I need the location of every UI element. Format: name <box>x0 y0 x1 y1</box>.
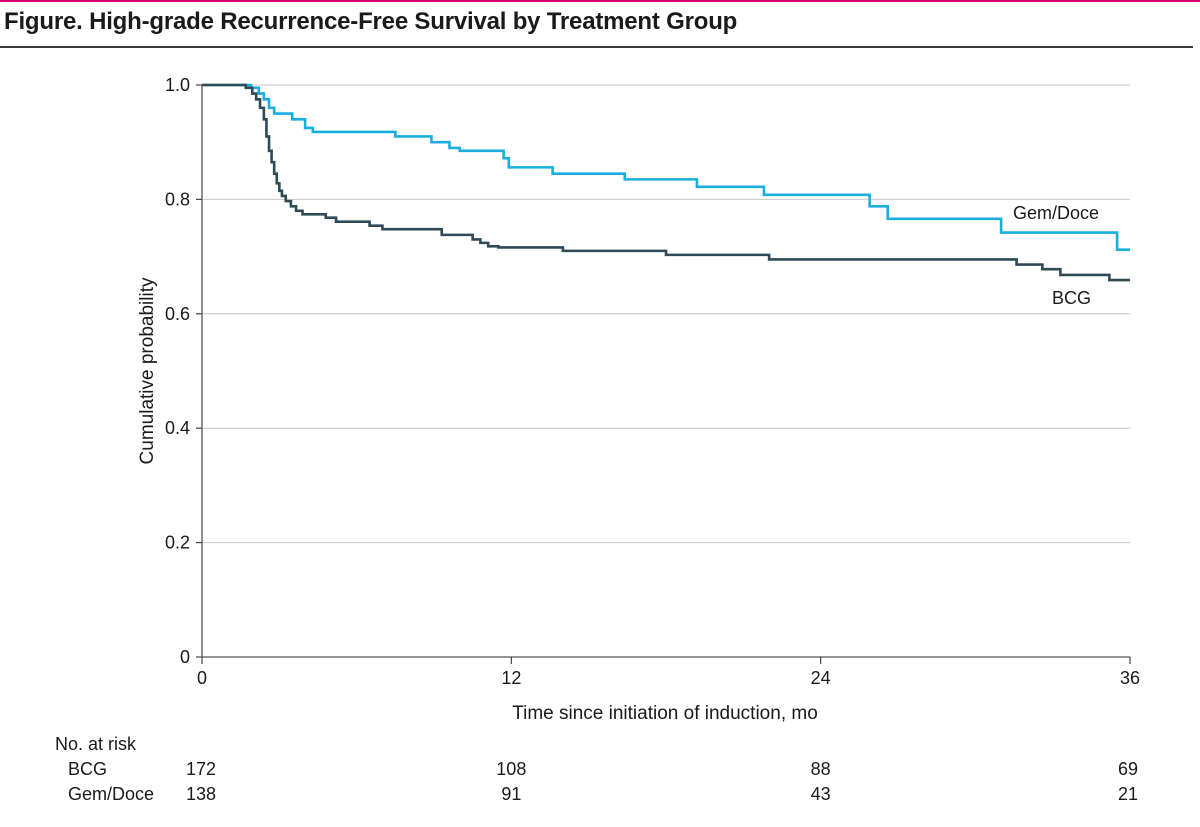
y-tick-label: 0.4 <box>165 418 190 438</box>
risk-value-gem-doce: 43 <box>811 784 831 804</box>
risk-row-label-gem-doce: Gem/Doce <box>68 784 154 804</box>
series-line-bcg <box>202 83 1130 282</box>
axes: 0 0.2 0.4 0.6 0.8 1.0 0 12 24 36 <box>165 75 1140 688</box>
risk-value-gem-doce: 21 <box>1118 784 1138 804</box>
series-lines <box>202 83 1130 282</box>
y-tick-label: 0.2 <box>165 533 190 553</box>
risk-value-bcg: 69 <box>1118 759 1138 779</box>
risk-table-header: No. at risk <box>55 734 137 754</box>
y-tick-label: 0.8 <box>165 189 190 209</box>
risk-table-values: 172 108 88 69 138 91 43 21 <box>186 759 1138 804</box>
risk-row-label-bcg: BCG <box>68 759 107 779</box>
series-line-gem-doce <box>202 83 1130 252</box>
risk-value-gem-doce: 138 <box>186 784 216 804</box>
risk-value-bcg: 172 <box>186 759 216 779</box>
top-accent-rule <box>0 0 1200 2</box>
risk-value-bcg: 88 <box>811 759 831 779</box>
x-axis-label: Time since initiation of induction, mo <box>512 703 818 724</box>
series-label-bcg: BCG <box>1052 288 1091 308</box>
x-tick-label: 36 <box>1120 668 1140 688</box>
x-tick-label: 24 <box>811 668 831 688</box>
risk-value-gem-doce: 91 <box>501 784 521 804</box>
risk-value-bcg: 108 <box>496 759 526 779</box>
figure-title: Figure. High-grade Recurrence-Free Survi… <box>4 8 738 35</box>
y-axis-label: Cumulative probability <box>137 277 158 464</box>
series-label-gem-doce: Gem/Doce <box>1013 203 1099 223</box>
y-tick-label: 0.6 <box>165 304 190 324</box>
x-tick-label: 12 <box>501 668 521 688</box>
y-tick-label: 1.0 <box>165 75 190 95</box>
title-divider <box>0 46 1193 48</box>
x-tick-label: 0 <box>197 668 207 688</box>
grid-lines <box>202 84 1130 544</box>
y-tick-label: 0 <box>180 647 190 667</box>
